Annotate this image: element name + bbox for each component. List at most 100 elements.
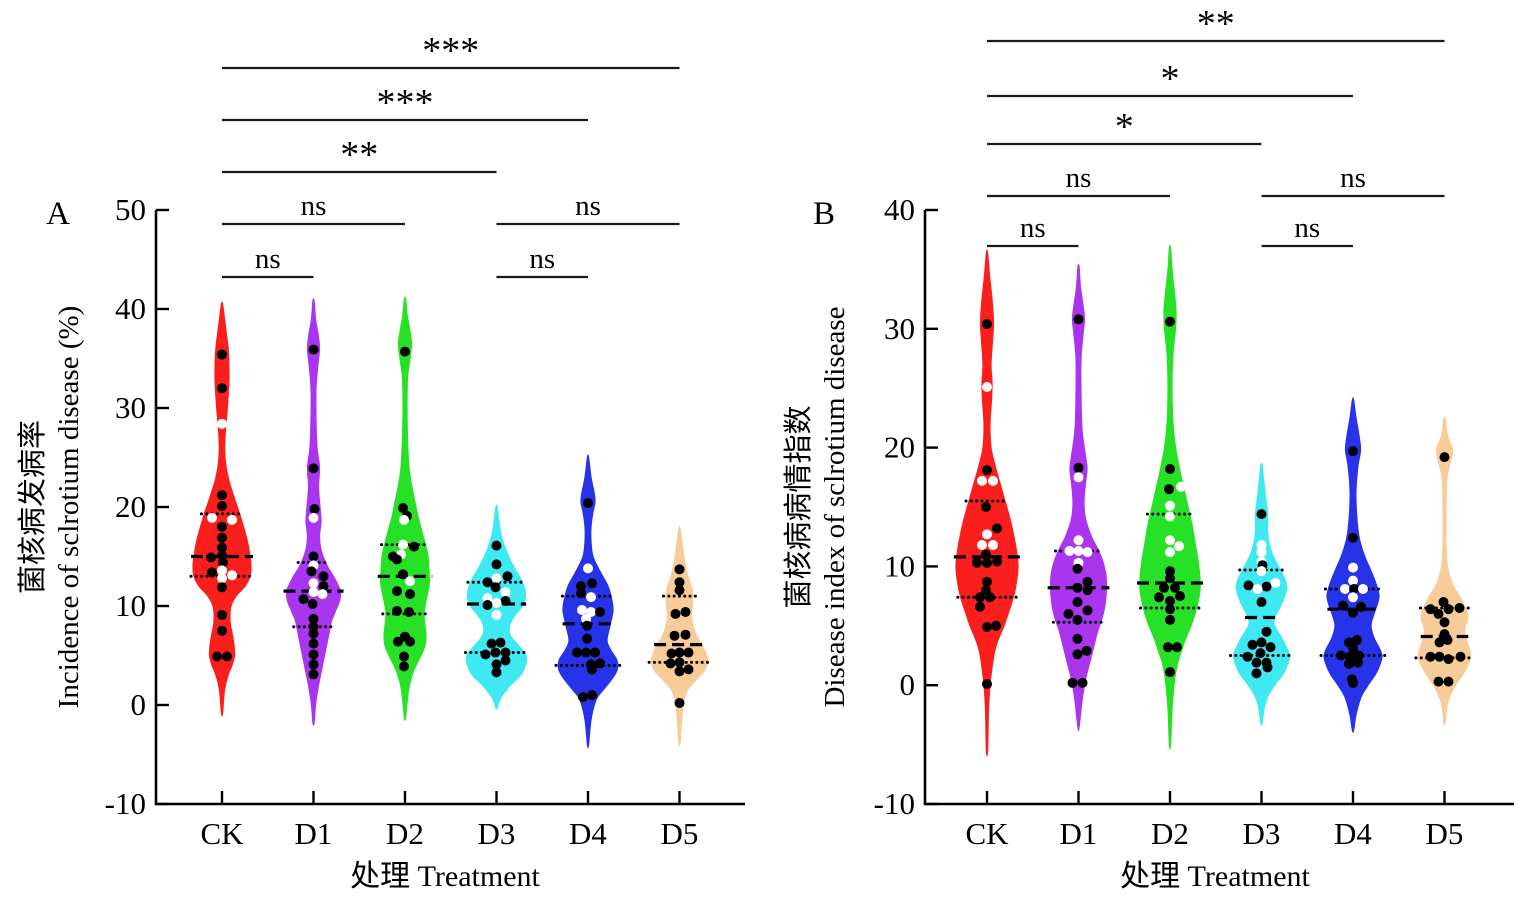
data-point-B-D4 (1348, 592, 1358, 603)
data-point-B-D4 (1344, 658, 1354, 669)
sig-label: * (1161, 58, 1180, 100)
data-point-A-D3 (491, 559, 502, 570)
data-point-B-D4 (1348, 532, 1358, 543)
data-point-A-D2 (393, 636, 403, 647)
data-point-A-D2 (399, 651, 409, 662)
data-point-A-D1 (298, 594, 309, 605)
data-point-B-D4 (1348, 677, 1358, 688)
y-tick-label: 10 (884, 548, 915, 583)
data-point-B-D5 (1425, 604, 1436, 615)
x-tick-label: D3 (1243, 816, 1281, 851)
data-point-B-D1 (1064, 545, 1075, 556)
data-point-A-D4 (587, 664, 597, 675)
data-point-B-D2 (1163, 642, 1173, 653)
data-point-A-D1 (308, 551, 319, 562)
x-tick-label: D2 (386, 816, 424, 851)
data-point-A-D5 (674, 657, 685, 668)
data-point-A-D1 (308, 669, 319, 680)
data-point-B-CK (982, 679, 992, 690)
data-point-B-D3 (1261, 581, 1272, 592)
y-axis-title-en: Disease index of sclrotium disease (819, 306, 851, 707)
data-point-B-D1 (1073, 314, 1084, 325)
sig-label: ns (575, 190, 601, 222)
data-point-A-CK (217, 609, 227, 620)
data-point-A-CK (217, 565, 227, 576)
data-point-A-D3 (500, 647, 511, 658)
data-point-B-D1 (1082, 585, 1093, 596)
violin-A-D5 (650, 525, 709, 747)
sig-label: *** (377, 82, 434, 124)
data-point-A-D2 (399, 661, 409, 672)
data-point-A-D4 (576, 588, 586, 599)
y-tick-label: 20 (115, 489, 146, 524)
data-point-A-CK (207, 567, 217, 578)
data-point-B-CK (991, 620, 1001, 631)
data-point-B-D3 (1261, 626, 1272, 637)
data-point-B-D2 (1165, 614, 1175, 625)
data-point-A-D3 (502, 571, 513, 582)
data-point-A-D1 (309, 503, 320, 514)
data-point-B-D1 (1067, 677, 1078, 688)
violin-B-D1 (1049, 263, 1108, 732)
data-point-B-CK (982, 465, 992, 476)
data-point-B-D2 (1165, 604, 1175, 615)
data-point-A-CK (227, 514, 237, 525)
data-point-A-CK (217, 573, 227, 584)
data-point-A-D1 (317, 589, 328, 600)
data-point-B-D1 (1073, 472, 1084, 483)
data-point-B-CK (972, 557, 982, 568)
data-point-A-D5 (674, 698, 685, 709)
data-point-B-D4 (1348, 607, 1358, 618)
data-point-A-D5 (665, 658, 676, 669)
data-point-A-D1 (318, 581, 329, 592)
data-point-A-D1 (308, 587, 319, 598)
data-point-B-D3 (1256, 637, 1267, 648)
data-point-A-CK (222, 651, 232, 662)
data-point-A-CK (217, 490, 227, 501)
data-point-A-D4 (586, 606, 596, 617)
data-point-A-CK (217, 532, 227, 543)
data-point-A-D1 (308, 638, 319, 649)
data-point-A-CK (217, 625, 227, 636)
data-point-A-D1 (308, 512, 319, 523)
data-point-A-CK (212, 651, 222, 662)
data-point-A-D2 (399, 514, 409, 525)
data-point-B-D1 (1082, 605, 1093, 616)
data-point-B-D2 (1165, 511, 1175, 522)
y-tick-label: -10 (105, 786, 146, 821)
data-point-B-CK (977, 475, 987, 486)
data-point-A-D3 (482, 600, 493, 611)
data-point-B-CK (992, 556, 1002, 567)
data-point-A-D5 (680, 629, 691, 640)
data-point-A-D3 (491, 598, 502, 609)
data-point-A-D3 (500, 596, 511, 607)
data-point-B-CK (982, 382, 992, 393)
data-point-B-D5 (1442, 635, 1453, 646)
x-tick-label: D3 (478, 816, 516, 851)
data-point-B-D3 (1256, 547, 1267, 558)
x-tick-label: D4 (1334, 816, 1372, 851)
data-point-B-D2 (1165, 535, 1175, 546)
sig-label: *** (422, 30, 479, 72)
data-point-A-D3 (486, 638, 497, 649)
data-point-A-D1 (308, 344, 319, 355)
data-point-A-D3 (490, 647, 501, 658)
data-point-A-D2 (405, 636, 415, 647)
data-point-B-D1 (1073, 545, 1084, 556)
data-point-A-D3 (482, 593, 493, 604)
data-point-A-D1 (308, 463, 319, 474)
y-axis-title-zh: 菌核病发病率 (16, 420, 49, 594)
data-point-A-D1 (308, 578, 319, 589)
y-tick-label: 40 (115, 291, 146, 326)
data-point-A-D2 (392, 586, 402, 597)
data-point-A-D5 (669, 630, 680, 641)
data-point-A-D5 (683, 647, 694, 658)
data-point-B-CK (982, 621, 992, 632)
sig-label: ns (1020, 212, 1046, 244)
y-tick-label: 0 (131, 687, 147, 722)
data-point-B-D2 (1170, 582, 1180, 593)
data-point-A-D2 (404, 606, 414, 617)
data-point-B-D5 (1434, 651, 1445, 662)
data-point-B-D3 (1256, 509, 1267, 520)
data-point-B-D3 (1265, 642, 1276, 653)
